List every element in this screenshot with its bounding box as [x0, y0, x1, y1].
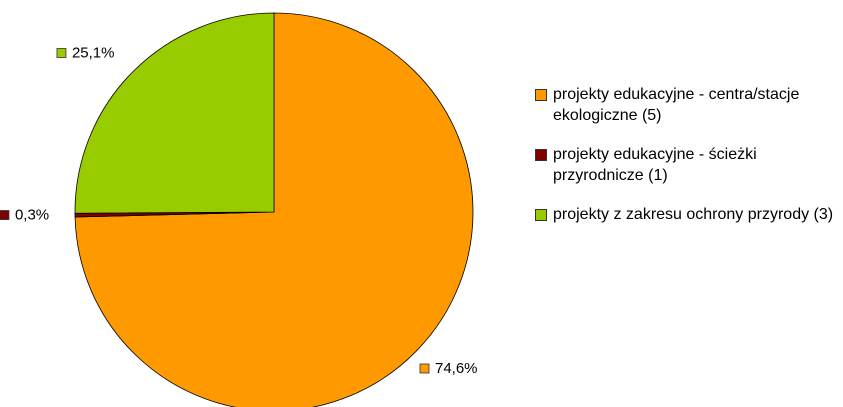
legend-swatch: [535, 209, 547, 221]
legend-item: projekty z zakresu ochrony przyrody (3): [535, 204, 843, 225]
legend-item: projekty edukacyjne - ścieżki przyrodnic…: [535, 144, 843, 186]
data-label: 25,1%: [72, 44, 115, 61]
data-label-swatch: [56, 48, 67, 58]
legend-item: projekty edukacyjne - centra/stacje ekol…: [535, 84, 843, 126]
legend-swatch: [535, 89, 547, 101]
data-label-swatch: [419, 363, 430, 374]
data-label-swatch: [0, 210, 10, 220]
data-label: 0,3%: [15, 207, 49, 224]
legend-label: projekty z zakresu ochrony przyrody (3): [553, 206, 834, 223]
legend-swatch: [535, 149, 547, 161]
data-label: 74,6%: [435, 360, 478, 377]
legend-label: projekty edukacyjne - centra/stacje ekol…: [553, 86, 800, 124]
pie-slice: [74, 12, 275, 214]
legend-label: projekty edukacyjne - ścieżki przyrodnic…: [553, 146, 757, 184]
legend: projekty edukacyjne - centra/stacje ekol…: [535, 84, 843, 243]
